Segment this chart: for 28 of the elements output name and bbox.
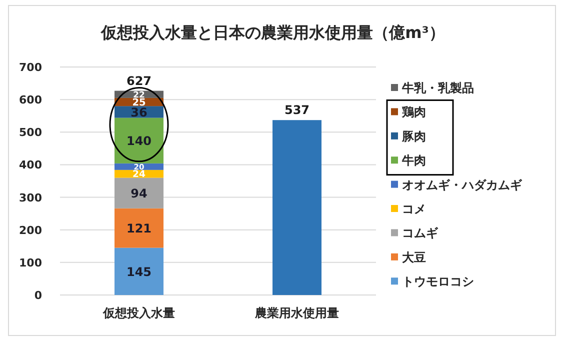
y-tick-label: 700	[19, 61, 42, 74]
y-tick-label: 400	[19, 158, 42, 172]
x-tick-label: 農業用水使用量	[254, 306, 339, 320]
x-tick-label: 仮想投入水量	[102, 306, 175, 320]
y-tick-label: 0	[34, 289, 42, 302]
data-label: 94	[130, 186, 148, 200]
data-label: 145	[126, 264, 152, 279]
chart-title: 仮想投入水量と日本の農業用水使用量（億m³）	[100, 23, 445, 42]
data-label: 121	[126, 221, 152, 236]
y-tick-label: 300	[19, 191, 42, 204]
legend-label: 豚肉	[401, 129, 426, 144]
legend-label: 牛乳・乳製品	[401, 81, 474, 95]
data-label: 140	[126, 134, 152, 148]
y-tick-label: 600	[19, 94, 42, 107]
legend-label: コメ	[402, 202, 426, 216]
legend-label: トウモロコシ	[402, 274, 474, 289]
legend-label: 牛肉	[401, 154, 426, 168]
data-label: 22	[133, 89, 145, 100]
y-tick-label: 200	[19, 224, 42, 237]
legend-label: 鶏肉	[401, 105, 426, 120]
legend-label: コムギ	[402, 226, 439, 240]
total-label: 537	[284, 103, 310, 118]
total-label: 627	[126, 74, 152, 88]
y-tick-label: 100	[19, 256, 42, 270]
y-tick-label: 500	[19, 126, 42, 140]
legend-label: オオムギ・ハダカムギ	[402, 178, 523, 192]
legend-label: 大豆	[402, 250, 426, 264]
data-label: 24	[132, 169, 146, 180]
